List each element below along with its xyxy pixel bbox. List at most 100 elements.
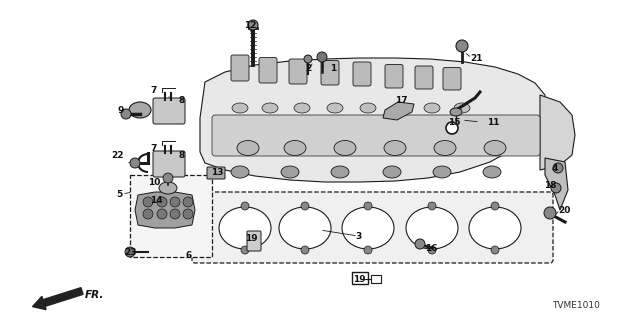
Circle shape: [157, 209, 167, 219]
Polygon shape: [540, 95, 575, 170]
Text: 23: 23: [124, 247, 136, 257]
Ellipse shape: [383, 166, 401, 178]
FancyBboxPatch shape: [321, 60, 339, 85]
Text: 4: 4: [552, 164, 558, 172]
Bar: [352, 272, 368, 284]
Circle shape: [428, 246, 436, 254]
Text: 19: 19: [245, 234, 258, 243]
Circle shape: [163, 173, 173, 183]
Circle shape: [553, 163, 563, 173]
FancyBboxPatch shape: [231, 55, 249, 81]
Ellipse shape: [231, 166, 249, 178]
Text: 7: 7: [150, 143, 156, 153]
Circle shape: [544, 207, 556, 219]
Circle shape: [125, 247, 135, 257]
Ellipse shape: [434, 140, 456, 156]
Polygon shape: [200, 58, 545, 182]
Text: 8: 8: [178, 150, 184, 159]
Ellipse shape: [384, 140, 406, 156]
Ellipse shape: [484, 140, 506, 156]
FancyBboxPatch shape: [192, 192, 553, 263]
Circle shape: [304, 55, 312, 63]
FancyArrow shape: [33, 288, 83, 310]
Ellipse shape: [129, 102, 151, 118]
FancyBboxPatch shape: [415, 66, 433, 89]
Circle shape: [241, 246, 249, 254]
Text: 18: 18: [544, 180, 557, 189]
Ellipse shape: [406, 207, 458, 249]
Ellipse shape: [433, 166, 451, 178]
FancyBboxPatch shape: [130, 175, 212, 257]
FancyBboxPatch shape: [153, 98, 185, 124]
Ellipse shape: [424, 103, 440, 113]
Ellipse shape: [237, 140, 259, 156]
Ellipse shape: [279, 207, 331, 249]
Bar: [371, 275, 381, 283]
Ellipse shape: [327, 103, 343, 113]
Text: 14: 14: [150, 196, 163, 204]
Circle shape: [364, 246, 372, 254]
Circle shape: [130, 158, 140, 168]
FancyBboxPatch shape: [443, 68, 461, 90]
Ellipse shape: [281, 166, 299, 178]
Ellipse shape: [331, 166, 349, 178]
Circle shape: [301, 202, 309, 210]
Circle shape: [170, 197, 180, 207]
Ellipse shape: [483, 166, 501, 178]
Circle shape: [248, 20, 258, 30]
Ellipse shape: [219, 207, 271, 249]
FancyBboxPatch shape: [212, 115, 540, 156]
Ellipse shape: [360, 103, 376, 113]
Circle shape: [143, 209, 153, 219]
Circle shape: [183, 209, 193, 219]
Circle shape: [428, 202, 436, 210]
Ellipse shape: [334, 140, 356, 156]
Text: 11: 11: [487, 117, 499, 126]
Ellipse shape: [232, 103, 248, 113]
Polygon shape: [383, 102, 414, 120]
FancyBboxPatch shape: [385, 65, 403, 88]
Polygon shape: [135, 192, 195, 228]
Text: 22: 22: [111, 150, 124, 159]
Text: 6: 6: [185, 252, 191, 260]
Text: 5: 5: [116, 189, 122, 198]
FancyBboxPatch shape: [153, 151, 185, 177]
Text: 7: 7: [150, 85, 156, 94]
Circle shape: [143, 197, 153, 207]
FancyBboxPatch shape: [289, 59, 307, 84]
Circle shape: [170, 209, 180, 219]
Ellipse shape: [159, 182, 177, 194]
Ellipse shape: [342, 207, 394, 249]
Text: 8: 8: [178, 95, 184, 105]
FancyBboxPatch shape: [353, 62, 371, 86]
Ellipse shape: [392, 103, 408, 113]
Ellipse shape: [284, 140, 306, 156]
Circle shape: [491, 202, 499, 210]
Circle shape: [456, 40, 468, 52]
FancyBboxPatch shape: [207, 167, 225, 179]
Circle shape: [364, 202, 372, 210]
Text: 1: 1: [330, 63, 336, 73]
Text: 2: 2: [305, 63, 311, 73]
Polygon shape: [545, 158, 568, 210]
FancyBboxPatch shape: [259, 58, 277, 83]
Circle shape: [551, 183, 561, 193]
Circle shape: [183, 197, 193, 207]
Circle shape: [157, 197, 167, 207]
Text: 9: 9: [118, 106, 124, 115]
Circle shape: [317, 52, 327, 62]
Text: 3: 3: [355, 231, 361, 241]
Text: 17: 17: [395, 95, 408, 105]
Ellipse shape: [294, 103, 310, 113]
Ellipse shape: [469, 207, 521, 249]
Text: 19: 19: [353, 275, 365, 284]
Circle shape: [301, 246, 309, 254]
Text: 10: 10: [148, 178, 161, 187]
Text: TVME1010: TVME1010: [552, 300, 600, 309]
Circle shape: [446, 122, 458, 134]
Ellipse shape: [450, 108, 462, 116]
Text: 12: 12: [244, 20, 257, 29]
Circle shape: [241, 202, 249, 210]
Text: 20: 20: [558, 205, 570, 214]
Circle shape: [415, 239, 425, 249]
